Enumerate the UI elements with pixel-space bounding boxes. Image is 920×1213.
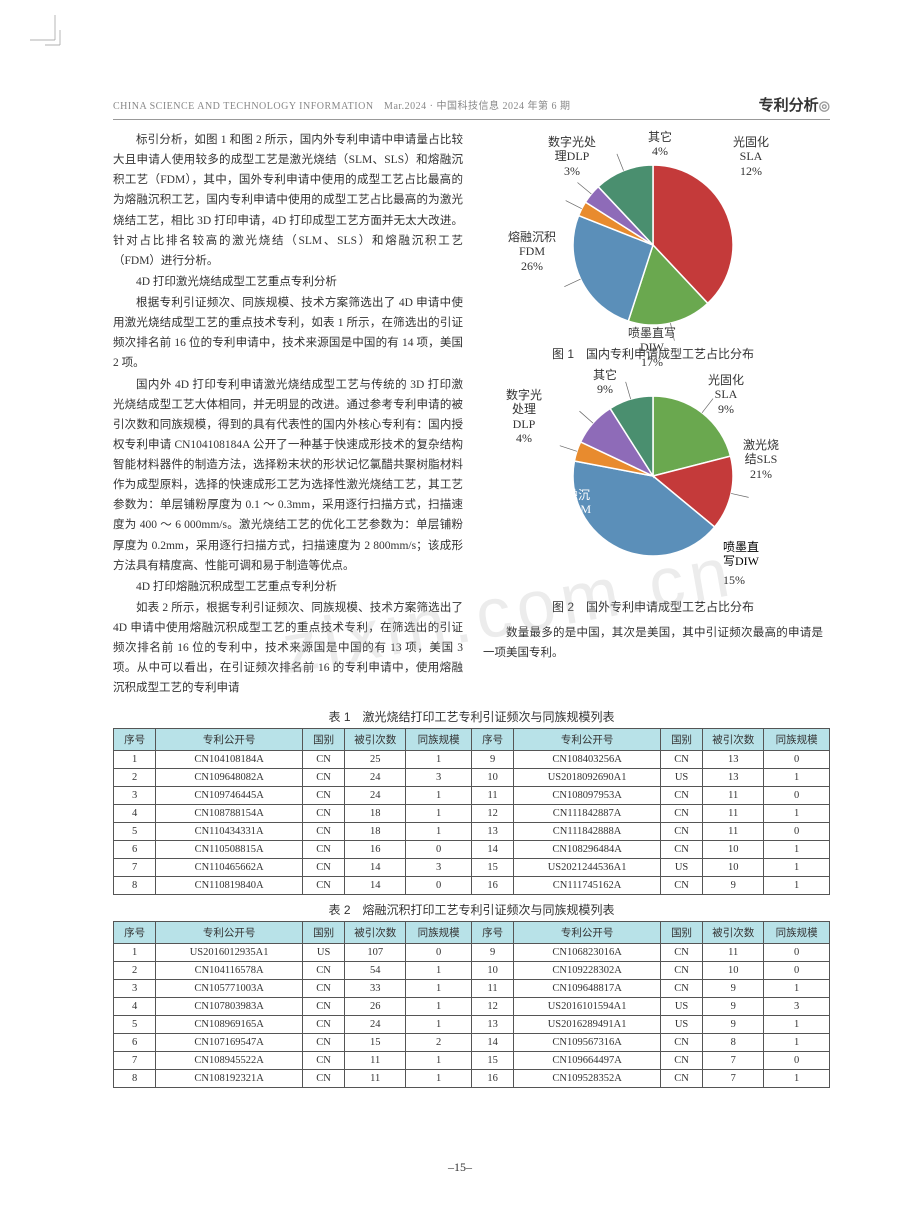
pie-label: 激光烧结SLS38% xyxy=(738,230,786,273)
table-row: 8CN110819840ACN14016CN111745162ACN91 xyxy=(114,876,830,894)
table-row: 1US2016012935A1US10709CN106823016ACN110 xyxy=(114,943,830,961)
table-header: 同族规模 xyxy=(406,728,472,750)
fig2-caption: 图 2 国外专利申请成型工艺占比分布 xyxy=(483,598,823,615)
header-right: 专利分析◎ xyxy=(759,94,830,115)
table-header: 序号 xyxy=(114,921,156,943)
pie-label: 激光烧结SLS21% xyxy=(743,438,779,481)
right-column-text: 数量最多的是中国，其次是美国，其中引证频次最高的申请是一项美国专利。 xyxy=(483,623,823,663)
table2-title: 表 2 熔融沉积打印工艺专利引证频次与同族规模列表 xyxy=(113,901,830,918)
table-header: 同族规模 xyxy=(764,921,830,943)
table-header: 国别 xyxy=(660,921,702,943)
table-header: 序号 xyxy=(471,728,513,750)
table-header: 国别 xyxy=(302,921,344,943)
table-header: 国别 xyxy=(660,728,702,750)
table-row: 2CN104116578ACN54110CN109228302ACN100 xyxy=(114,961,830,979)
table-header: 专利公开号 xyxy=(514,921,661,943)
header-left: CHINA SCIENCE AND TECHNOLOGY INFORMATION… xyxy=(113,97,571,112)
table-header: 被引次数 xyxy=(703,921,764,943)
table-row: 5CN110434331ACN18113CN111842888ACN110 xyxy=(114,822,830,840)
table-row: 3CN105771003ACN33111CN109648817ACN91 xyxy=(114,979,830,997)
pie-label: 熔融沉积FDM42% xyxy=(553,488,591,531)
pie-label: 数字光处理DLP4% xyxy=(506,388,542,446)
page-number: –15– xyxy=(0,1160,920,1175)
pie-label: 光固化SLA12% xyxy=(733,135,769,178)
table-header: 序号 xyxy=(471,921,513,943)
pie-label: 数字光处理DLP3% xyxy=(548,135,596,178)
pie-label: 喷墨直写DIW17% xyxy=(628,326,676,369)
table-header: 专利公开号 xyxy=(156,728,303,750)
table-row: 6CN110508815ACN16014CN108296484ACN101 xyxy=(114,840,830,858)
table-header: 专利公开号 xyxy=(514,728,661,750)
table-row: 4CN108788154ACN18112CN111842887ACN111 xyxy=(114,804,830,822)
pie-chart-2: 激光烧结SLS21% 喷墨直写DIW 熔融沉积FDM42% 数字光处理DLP4% 其它9… xyxy=(498,368,808,593)
table-row: 7CN108945522ACN11115CN109664497ACN70 xyxy=(114,1051,830,1069)
table-row: 3CN109746445ACN24111CN108097953ACN110 xyxy=(114,786,830,804)
table-row: 8CN108192321ACN11116CN109528352ACN71 xyxy=(114,1069,830,1087)
table-row: 1CN104108184ACN2519CN108403256ACN130 xyxy=(114,750,830,768)
subhead-2: 4D 打印熔融沉积成型工艺重点专利分析 xyxy=(113,577,463,597)
table-row: 6CN107169547ACN15214CN109567316ACN81 xyxy=(114,1033,830,1051)
pie-label: 喷墨直写DIW xyxy=(723,540,759,569)
table-2: 序号专利公开号国别被引次数同族规模序号专利公开号国别被引次数同族规模1US201… xyxy=(113,921,830,1088)
table-header: 序号 xyxy=(114,728,156,750)
pie-label: 熔融沉积FDM26% xyxy=(508,230,556,273)
table-header: 被引次数 xyxy=(345,921,406,943)
table-header: 国别 xyxy=(302,728,344,750)
table1-title: 表 1 激光烧结打印工艺专利引证频次与同族规模列表 xyxy=(113,708,830,725)
table-header: 被引次数 xyxy=(345,728,406,750)
pie-chart-1: 激光烧结SLS38%喷墨直写DIW17%熔融沉积FDM26%数字光处理DLP3%… xyxy=(498,130,808,340)
table-header: 同族规模 xyxy=(406,921,472,943)
table-header: 专利公开号 xyxy=(156,921,303,943)
table-header: 同族规模 xyxy=(764,728,830,750)
table-row: 7CN110465662ACN14315US2021244536A1US101 xyxy=(114,858,830,876)
pie-label: 光固化SLA9% xyxy=(708,373,744,416)
subhead-1: 4D 打印激光烧结成型工艺重点专利分析 xyxy=(113,272,463,292)
table-1: 序号专利公开号国别被引次数同族规模序号专利公开号国别被引次数同族规模1CN104… xyxy=(113,728,830,895)
left-column-text: 标引分析，如图 1 和图 2 所示，国内外专利申请中申请量占比较大且申请人使用较… xyxy=(113,130,463,699)
table-header: 被引次数 xyxy=(703,728,764,750)
table-row: 2CN109648082ACN24310US2018092690A1US131 xyxy=(114,768,830,786)
tables-block: 表 1 激光烧结打印工艺专利引证频次与同族规模列表 序号专利公开号国别被引次数同… xyxy=(113,708,830,1088)
table-row: 5CN108969165ACN24113US2016289491A1US91 xyxy=(114,1015,830,1033)
table-row: 4CN107803983ACN26112US2016101594A1US93 xyxy=(114,997,830,1015)
pie-label: 其它9% xyxy=(593,368,617,397)
pie-label: 其它4% xyxy=(648,130,672,159)
pie-label-extra: 15% xyxy=(723,573,745,587)
